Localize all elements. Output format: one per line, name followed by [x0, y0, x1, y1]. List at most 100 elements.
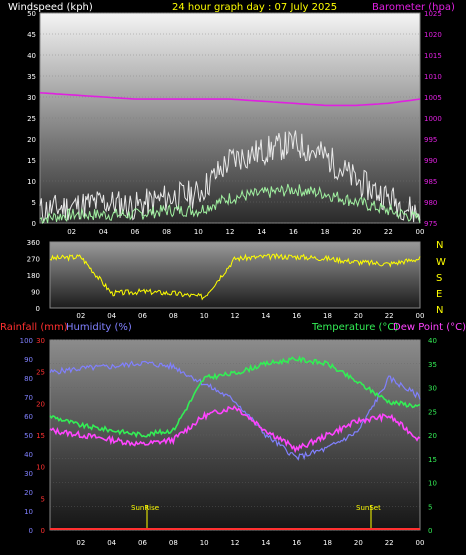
temperature-tick-label: 25: [428, 408, 437, 416]
wind-x-tick-label: 00: [416, 228, 425, 236]
direction-tick-label: 180: [27, 272, 40, 280]
windspeed-tick-label: 10: [27, 178, 36, 186]
direction-x-tick-label: 08: [169, 312, 178, 320]
temperature-line: [49, 355, 421, 439]
direction-x-tick-label: 16: [292, 312, 301, 320]
temperature-tick-label: 15: [428, 456, 437, 464]
windspeed-tick-label: 15: [27, 157, 36, 165]
direction-x-tick-label: 00: [416, 312, 425, 320]
windspeed-gust-line: [39, 130, 421, 224]
compass-n-bottom: N: [436, 305, 443, 316]
weather-x-tick-label: 16: [292, 539, 301, 547]
windspeed-tick-label: 50: [27, 10, 36, 18]
rainfall-axis-title: Rainfall (mm): [0, 322, 68, 333]
wind-x-tick-label: 14: [257, 228, 266, 236]
sunset-label: SunSet: [356, 504, 381, 512]
windspeed-tick-label: 20: [27, 136, 36, 144]
rainfall-tick-label: 30: [36, 337, 45, 345]
direction-x-tick-label: 20: [354, 312, 363, 320]
temperature-tick-label: 10: [428, 480, 437, 488]
humidity-tick-label: 60: [24, 413, 33, 421]
humidity-tick-label: 10: [24, 508, 33, 516]
humidity-tick-label: 50: [24, 432, 33, 440]
direction-x-tick-label: 14: [261, 312, 270, 320]
wind-x-tick-label: 10: [194, 228, 203, 236]
rainfall-tick-label: 0: [41, 527, 45, 535]
wind-direction-line: [49, 252, 421, 301]
barometer-axis-title: Barometer (hpa): [372, 2, 455, 13]
dewpoint-axis-title: Dew Point (°C): [393, 322, 466, 333]
direction-x-tick-label: 22: [385, 312, 394, 320]
direction-x-tick-label: 02: [76, 312, 85, 320]
temperature-tick-label: 30: [428, 385, 437, 393]
humidity-tick-label: 70: [24, 394, 33, 402]
wind-x-tick-label: 20: [352, 228, 361, 236]
graph-title: 24 hour graph day : 07 July 2025: [172, 2, 337, 13]
humidity-tick-label: 30: [24, 470, 33, 478]
barometer-tick-label: 1010: [424, 73, 442, 81]
humidity-tick-label: 80: [24, 375, 33, 383]
barometer-tick-label: 990: [424, 157, 437, 165]
humidity-line: [49, 360, 421, 461]
weather-x-tick-label: 18: [323, 539, 332, 547]
wind-x-tick-label: 08: [162, 228, 171, 236]
rainfall-tick-label: 5: [41, 495, 45, 503]
weather-x-tick-label: 10: [200, 539, 209, 547]
rainfall-tick-label: 20: [36, 400, 45, 408]
humidity-tick-label: 20: [24, 489, 33, 497]
barometer-tick-label: 1025: [424, 10, 442, 18]
windspeed-tick-label: 5: [32, 199, 36, 207]
temperature-tick-label: 40: [428, 337, 437, 345]
barometer-tick-label: 1000: [424, 115, 442, 123]
weather-x-tick-label: 08: [169, 539, 178, 547]
direction-tick-label: 90: [31, 289, 40, 297]
wind-x-tick-label: 16: [289, 228, 298, 236]
direction-x-tick-label: 06: [138, 312, 147, 320]
weather-x-tick-label: 12: [231, 539, 240, 547]
windspeed-tick-label: 25: [27, 115, 36, 123]
rainfall-tick-label: 10: [36, 464, 45, 472]
barometer-tick-label: 1020: [424, 31, 442, 39]
windspeed-tick-label: 0: [32, 220, 36, 228]
temperature-tick-label: 35: [428, 361, 437, 369]
humidity-tick-label: 100: [20, 337, 33, 345]
windspeed-avg-line: [39, 183, 421, 225]
windspeed-tick-label: 40: [27, 52, 36, 60]
humidity-axis-title: Humidity (%): [66, 322, 132, 333]
compass-n-top: N: [436, 240, 443, 251]
compass-w: W: [436, 257, 446, 268]
rainfall-tick-label: 25: [36, 369, 45, 377]
sunrise-label: SunRise: [131, 504, 159, 512]
weather-x-tick-label: 14: [261, 539, 270, 547]
temperature-tick-label: 0: [428, 527, 432, 535]
weather-x-tick-label: 02: [76, 539, 85, 547]
windspeed-tick-label: 35: [27, 73, 36, 81]
wind-x-tick-label: 12: [226, 228, 235, 236]
direction-tick-label: 270: [27, 256, 40, 264]
barometer-tick-label: 1015: [424, 52, 442, 60]
direction-tick-label: 360: [27, 239, 40, 247]
weather-x-tick-label: 20: [354, 539, 363, 547]
direction-x-tick-label: 04: [107, 312, 116, 320]
weather-x-tick-label: 22: [385, 539, 394, 547]
wind-x-tick-label: 22: [384, 228, 393, 236]
wind-x-tick-label: 04: [99, 228, 108, 236]
direction-tick-label: 0: [36, 305, 40, 313]
humidity-tick-label: 90: [24, 356, 33, 364]
humidity-tick-label: 40: [24, 451, 33, 459]
barometer-tick-label: 975: [424, 220, 437, 228]
barometer-tick-label: 1005: [424, 94, 442, 102]
weather-x-tick-label: 00: [416, 539, 425, 547]
temperature-axis-title: Temperature (°C): [311, 322, 398, 333]
barometer-tick-label: 985: [424, 178, 437, 186]
wind-x-tick-label: 02: [67, 228, 76, 236]
direction-x-tick-label: 18: [323, 312, 332, 320]
windspeed-tick-label: 45: [27, 31, 36, 39]
dewpoint-line: [49, 404, 421, 454]
weather-x-tick-label: 06: [138, 539, 147, 547]
compass-s: S: [436, 273, 442, 284]
temperature-tick-label: 5: [428, 503, 432, 511]
direction-x-tick-label: 12: [231, 312, 240, 320]
